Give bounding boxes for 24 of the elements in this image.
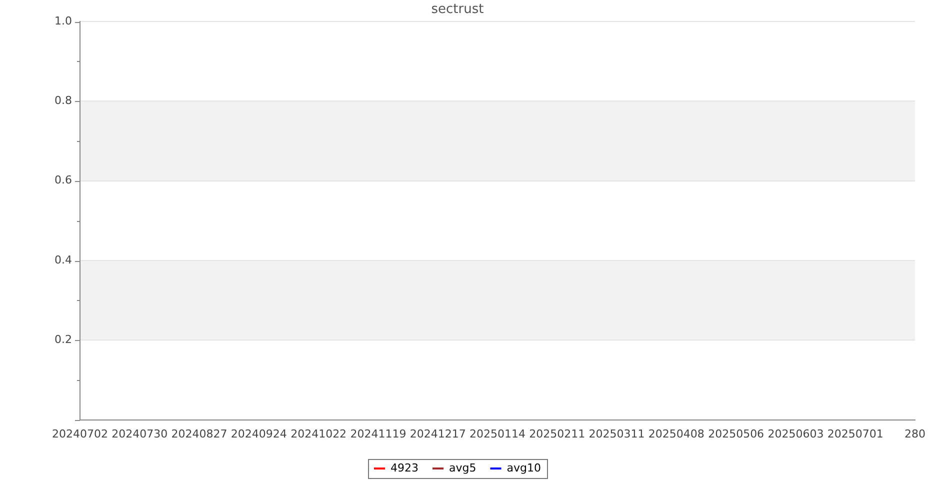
y-tick-label: 0.8: [54, 94, 72, 108]
y-tick-label: 0.2: [54, 333, 72, 346]
x-tick-label: 20241119: [350, 427, 406, 440]
x-tick-label: 20250603: [768, 427, 824, 440]
x-tick-label: 20240702: [52, 427, 108, 440]
x-tick-label: 20240827: [171, 427, 228, 440]
x-tick-label: 20250408: [648, 427, 704, 440]
y-tick-label: 0.6: [54, 174, 72, 187]
y-tick-label: 1.0: [54, 14, 72, 28]
x-tick-label: 280: [904, 427, 926, 440]
x-tick-label: 20250701: [827, 427, 884, 440]
x-tick-label: 20250311: [588, 427, 645, 440]
x-tick-label: 20241217: [410, 427, 466, 440]
legend-label: 4923: [390, 461, 419, 474]
chart-title: sectrust: [431, 2, 484, 18]
legend-label: avg10: [506, 461, 541, 474]
y-tick-label: 0.4: [54, 253, 72, 266]
x-tick-label: 20250506: [708, 427, 764, 440]
x-tick-label: 20240730: [112, 427, 168, 440]
x-tick-label: 20240924: [230, 427, 287, 440]
x-tick-label: 20250114: [470, 427, 526, 440]
x-tick-label: 20241022: [290, 427, 347, 440]
legend-label: avg5: [449, 461, 476, 474]
x-tick-label: 20250211: [529, 427, 586, 440]
